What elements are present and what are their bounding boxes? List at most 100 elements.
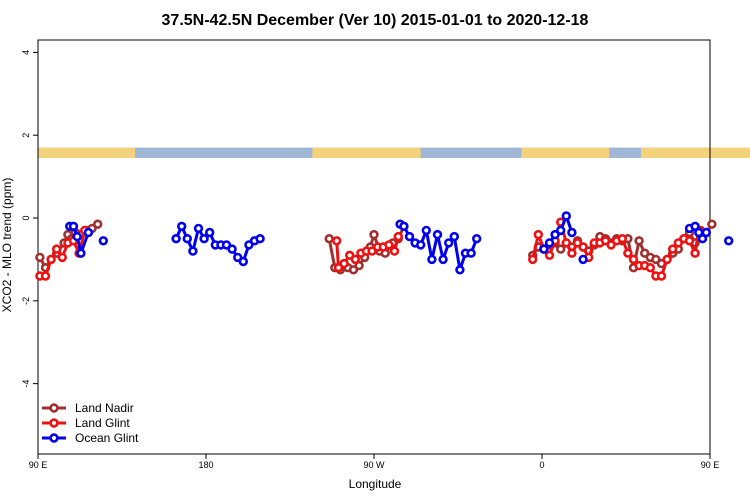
data-point-ocean-glint-5-2 [544,238,555,248]
data-point-ocean-glint-4-14 [466,248,476,258]
series-layer [35,211,734,281]
data-point-ocean-glint-2-1 [98,236,109,246]
data-point-ocean-glint-4-10 [444,238,454,248]
data-point-ocean-glint-8-1 [723,236,734,246]
legend-item-land-nadir: Land Nadir [42,401,134,415]
legend-item-ocean-glint: Ocean Glint [42,431,139,445]
data-point-ocean-glint-3-5 [193,223,204,234]
series-land-glint [35,217,704,281]
data-point-ocean-glint-3-2 [177,221,187,232]
data-point-land-nadir-3-20 [634,236,644,246]
data-point-land-glint-2-13 [393,231,403,242]
data-point-land-glint-3-17 [617,234,627,244]
data-point-ocean-glint-1-3 [72,231,82,242]
legend-swatch-marker [49,418,59,428]
data-point-land-glint-3-30 [690,248,700,258]
data-point-land-nadir-2-1 [324,234,334,244]
data-point-ocean-glint-5-5 [561,211,571,221]
data-point-land-glint-3-24 [656,271,667,281]
data-point-land-glint-3-7 [561,238,571,248]
data-point-ocean-glint-4-6 [421,225,431,236]
data-point-land-glint-3-1 [527,254,538,265]
data-point-land-glint-1-4 [51,244,62,254]
data-point-ocean-glint-5-1 [539,244,549,254]
data-point-ocean-glint-4-7 [427,254,437,265]
data-point-ocean-glint-3-6 [199,234,209,244]
x-tick-label: 0 [539,460,544,470]
data-point-ocean-glint-6-1 [578,254,588,265]
data-point-ocean-glint-4-2 [399,221,409,232]
land-band-1 [38,147,136,158]
data-point-land-glint-3-29 [684,236,695,246]
data-point-land-glint-2-5 [350,254,360,265]
x-tick-label: 180 [198,460,213,470]
data-point-ocean-glint-1-5 [83,227,94,238]
data-point-land-glint-3-19 [628,254,639,265]
data-point-land-nadir-2-6 [354,260,364,271]
legend-label: Land Nadir [75,401,134,415]
data-point-ocean-glint-3-4 [188,246,198,256]
data-point-ocean-glint-1-4 [76,248,86,258]
legend-label: Land Glint [75,416,130,430]
data-point-ocean-glint-7-4 [697,234,708,244]
y-tick-label: 2 [21,133,31,138]
data-point-ocean-glint-4-8 [432,229,443,240]
x-axis-title: Longitude [349,477,402,491]
data-point-land-glint-1-3 [46,254,56,265]
data-point-ocean-glint-5-6 [567,227,577,238]
land-ocean-strip [38,147,750,158]
data-point-ocean-glint-4-11 [449,231,459,242]
data-point-ocean-glint-3-11 [227,244,237,254]
data-point-land-glint-3-18 [623,248,633,258]
y-tick-label: -2 [21,297,31,305]
data-point-ocean-glint-4-5 [416,240,426,250]
data-point-land-glint-3-22 [645,263,655,273]
data-point-ocean-glint-3-13 [238,256,249,267]
data-point-land-glint-2-3 [339,258,349,269]
data-point-land-glint-1-2 [40,271,51,281]
data-point-ocean-glint-4-3 [404,231,415,242]
data-point-land-nadir-1-1 [35,252,45,263]
legend-swatch-marker [49,403,59,413]
data-point-ocean-glint-7-5 [701,227,711,238]
data-point-land-nadir-2-9 [369,229,379,240]
data-point-land-nadir-1-12 [92,219,103,229]
chart-title: 37.5N-42.5N December (Ver 10) 2015-01-01… [162,12,589,29]
data-point-land-glint-1-5 [57,252,67,263]
x-tick-label: 90 W [363,460,385,470]
data-point-land-glint-2-11 [384,240,394,250]
y-tick-label: 4 [21,50,31,55]
data-point-ocean-glint-4-9 [438,254,448,265]
land-band-4 [640,147,750,158]
legend-item-land-glint: Land Glint [42,416,130,430]
data-point-land-glint-3-25 [662,254,672,265]
land-band-2 [312,147,421,158]
data-point-land-glint-2-1 [332,236,342,246]
data-point-ocean-glint-3-1 [171,234,181,244]
x-tick-label: 90 E [701,460,720,470]
x-tick-label: 90 E [29,460,48,470]
data-point-land-glint-3-4 [544,250,555,261]
data-point-ocean-glint-3-7 [205,227,215,238]
series-ocean-glint [64,211,734,275]
legend-swatch-marker [49,433,59,443]
data-point-land-glint-3-26 [667,244,678,254]
data-point-ocean-glint-5-4 [555,225,566,236]
legend-label: Ocean Glint [75,431,139,445]
data-point-ocean-glint-4-15 [472,234,482,244]
data-point-ocean-glint-1-2 [68,221,79,232]
data-point-land-glint-3-10 [578,242,588,252]
data-point-land-glint-3-8 [567,248,577,258]
y-axis-title: XCO2 - MLO trend (ppm) [0,178,14,313]
data-point-ocean-glint-4-12 [455,265,465,275]
data-point-land-nadir-3-33 [707,219,717,229]
data-point-land-glint-3-2 [533,229,543,240]
data-point-ocean-glint-3-16 [255,234,265,244]
y-tick-label: -4 [21,380,31,388]
data-point-land-glint-2-12 [389,246,400,256]
y-tick-label: 0 [21,216,31,221]
land-band-3 [521,147,610,158]
data-point-land-nadir-3-6 [555,244,566,254]
